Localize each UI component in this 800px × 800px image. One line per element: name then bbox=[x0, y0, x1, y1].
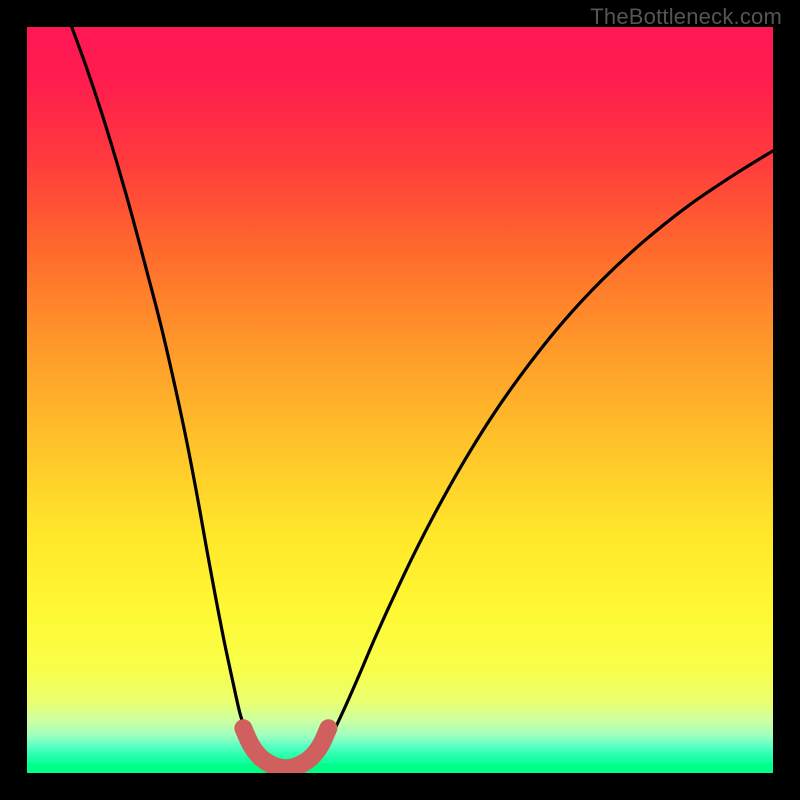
gradient-background bbox=[27, 27, 773, 773]
baseline-strip bbox=[27, 763, 773, 773]
watermark-text: TheBottleneck.com bbox=[590, 4, 782, 30]
chart-frame: TheBottleneck.com bbox=[0, 0, 800, 800]
bottleneck-chart bbox=[0, 0, 800, 800]
